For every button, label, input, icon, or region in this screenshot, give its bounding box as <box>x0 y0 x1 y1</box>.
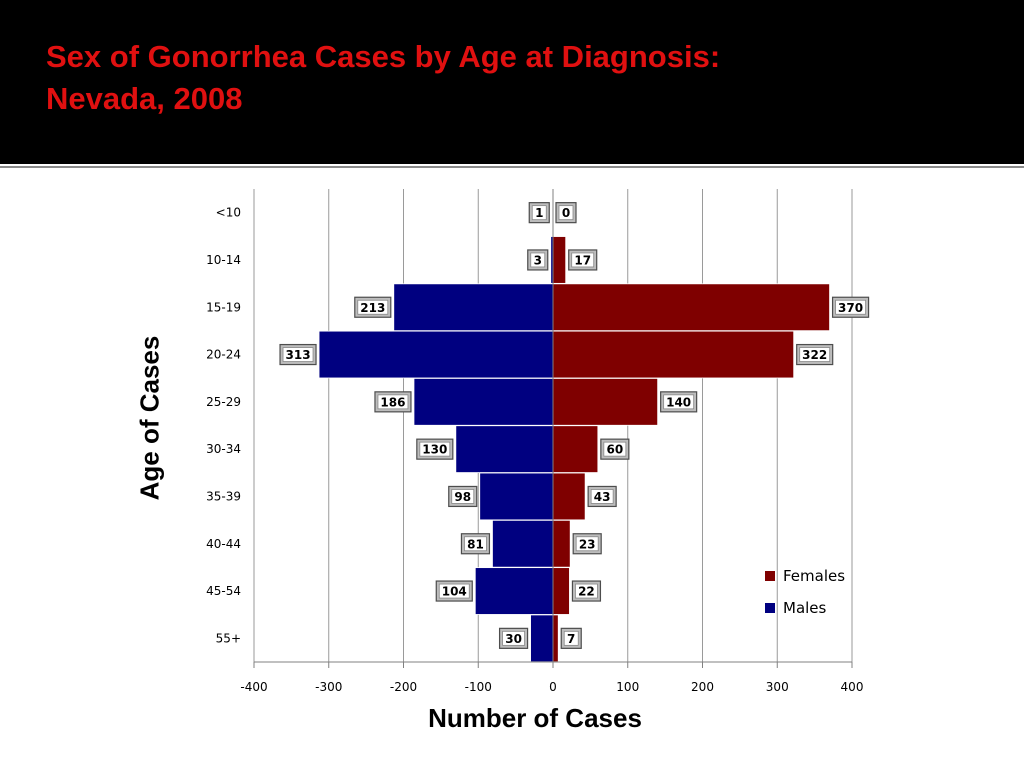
bar-males-15-19 <box>393 283 554 332</box>
y-tick-label-0: <10 <box>216 206 241 220</box>
y-tick-label-5: 30-34 <box>206 442 241 456</box>
data-label-males-35-39: 98 <box>454 490 471 504</box>
bar-females-25-29 <box>552 378 659 426</box>
x-tick-label-1: -300 <box>315 680 342 694</box>
bar-females-40-44 <box>552 519 571 568</box>
data-label-females-20-24: 322 <box>802 348 827 362</box>
data-label-females-<10-box <box>558 205 574 221</box>
bar-males-55+ <box>530 614 554 663</box>
bar-males-45-54 <box>474 567 554 615</box>
x-tick-label-3: -100 <box>465 680 492 694</box>
bar-females-30-34 <box>552 425 599 473</box>
data-label-males-25-29-box <box>377 394 409 410</box>
data-label-females-20-24-box <box>799 347 831 362</box>
x-tick-label-2: -200 <box>390 680 417 694</box>
bar-males-40-44 <box>492 519 554 568</box>
data-label-females-15-19: 370 <box>838 301 863 315</box>
x-tick-label-0: -400 <box>240 680 267 694</box>
data-label-males-15-19: 213 <box>360 301 385 315</box>
slide-title-line-2: Nevada, 2008 <box>46 81 243 116</box>
x-tick-label-8: 400 <box>841 680 864 694</box>
y-tick-label-6: 35-39 <box>206 489 241 503</box>
y-tick-label-7: 40-44 <box>206 537 241 551</box>
data-label-females-10-14-box <box>571 252 595 268</box>
y-tick-label-8: 45-54 <box>206 584 241 598</box>
bar-females-15-19 <box>552 283 830 332</box>
data-label-males-<10-box <box>531 205 547 221</box>
data-label-males-35-39-box <box>451 489 475 504</box>
bar-males-30-34 <box>455 425 554 473</box>
bar-females-20-24 <box>552 330 795 379</box>
legend-item-males: Males <box>765 592 845 624</box>
y-tick-label-4: 25-29 <box>206 395 241 409</box>
data-label-females-30-34: 60 <box>606 443 623 457</box>
bar-females-55+ <box>552 614 559 663</box>
data-label-females-10-14: 17 <box>574 253 591 267</box>
data-label-females-25-29-box <box>663 394 695 410</box>
y-tick-label-1: 10-14 <box>206 253 241 267</box>
data-label-males-40-44: 81 <box>467 537 484 551</box>
legend-swatch-females <box>765 571 775 581</box>
legend-item-females: Females <box>765 560 845 592</box>
x-axis-title: Number of Cases <box>428 703 642 733</box>
data-label-males-25-29: 186 <box>380 395 405 409</box>
data-label-males-20-24-box <box>282 347 314 362</box>
data-label-females-40-44-box <box>575 536 599 552</box>
data-label-males-30-34: 130 <box>422 443 447 457</box>
data-label-females-40-44: 23 <box>579 537 596 551</box>
slide-title: Sex of Gonorrhea Cases by Age at Diagnos… <box>46 36 986 120</box>
data-label-males-55+: 30 <box>505 632 522 646</box>
legend-label-females: Females <box>783 567 846 585</box>
data-label-females-45-54: 22 <box>578 585 595 599</box>
data-label-females-45-54-box <box>575 583 598 599</box>
data-label-males-20-24: 313 <box>286 348 311 362</box>
bar-males-25-29 <box>413 378 554 426</box>
data-label-males-40-44-box <box>464 536 487 552</box>
legend-swatch-males <box>765 603 775 613</box>
bar-males-35-39 <box>479 472 554 521</box>
bar-females-45-54 <box>552 567 570 615</box>
data-label-females-55+: 7 <box>567 632 575 646</box>
data-label-males-30-34-box <box>419 441 451 457</box>
data-label-females-15-19-box <box>835 299 866 315</box>
data-label-females-55+-box <box>563 630 579 646</box>
data-label-females-25-29: 140 <box>666 395 691 409</box>
x-tick-label-6: 200 <box>691 680 714 694</box>
slide-title-line-1: Sex of Gonorrhea Cases by Age at Diagnos… <box>46 39 721 74</box>
y-axis-title: Age of Cases <box>134 335 165 501</box>
x-tick-label-7: 300 <box>766 680 789 694</box>
legend: Females Males <box>765 560 845 624</box>
legend-label-males: Males <box>783 599 827 617</box>
data-label-males-10-14-box <box>530 252 546 268</box>
x-tick-label-4: 0 <box>549 680 557 694</box>
data-label-males-<10: 1 <box>535 206 543 220</box>
data-label-females-30-34-box <box>603 441 627 457</box>
bar-females-35-39 <box>552 472 586 521</box>
data-label-males-45-54: 104 <box>442 585 467 599</box>
header-rule-accent <box>0 166 1024 168</box>
data-label-females-<10: 0 <box>562 206 570 220</box>
data-label-males-10-14: 3 <box>534 253 542 267</box>
bar-females-10-14 <box>552 236 567 284</box>
data-label-females-35-39-box <box>590 489 614 504</box>
header-rule <box>0 160 1024 164</box>
data-label-males-45-54-box <box>438 583 470 599</box>
data-label-males-55+-box <box>502 630 525 646</box>
y-tick-label-3: 20-24 <box>206 348 241 362</box>
x-tick-label-5: 100 <box>616 680 639 694</box>
data-label-males-15-19-box <box>357 299 389 315</box>
slide-header <box>0 0 1024 160</box>
bar-males-20-24 <box>318 330 554 379</box>
y-tick-label-2: 15-19 <box>206 300 241 314</box>
y-tick-label-9: 55+ <box>216 631 241 645</box>
data-label-females-35-39: 43 <box>594 490 611 504</box>
